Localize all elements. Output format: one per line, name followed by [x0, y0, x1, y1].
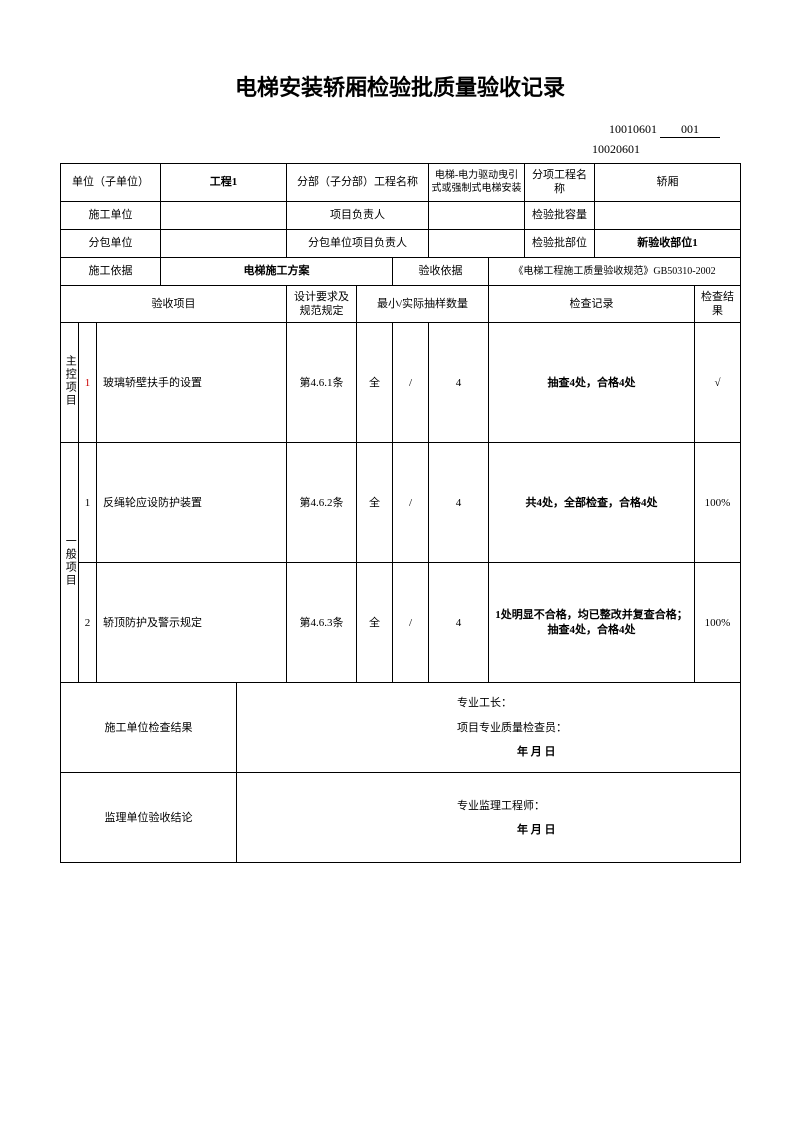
- row3-record: 1处明显不合格，均已整改并复查合格；抽查4处，合格4处: [489, 563, 695, 683]
- unit-label: 单位（子单位）: [61, 164, 161, 202]
- group-master: 主控项目: [61, 323, 79, 443]
- doc-no-prefix: 10010601: [609, 122, 657, 136]
- row2-spec: 第4.6.2条: [287, 443, 357, 563]
- sub-manager-value: [429, 229, 525, 257]
- col-sample: 最小/实际抽样数量: [357, 285, 489, 323]
- inspection-table: 单位（子单位） 工程1 分部（子分部）工程名称 电梯-电力驱动曳引式或强制式电梯…: [60, 163, 741, 863]
- construction-check-label: 施工单位检查结果: [61, 683, 237, 773]
- row1-sample-min: 全: [357, 323, 393, 443]
- row1-result: √: [695, 323, 741, 443]
- row1-spec: 第4.6.1条: [287, 323, 357, 443]
- row2-slash: /: [393, 443, 429, 563]
- doc-no2: 10020601: [592, 142, 640, 156]
- supervision-block: 专业监理工程师： 年 月 日: [237, 773, 741, 863]
- supervision-label: 监理单位验收结论: [61, 773, 237, 863]
- row2-sample-actual: 4: [429, 443, 489, 563]
- construction-basis-label: 施工依据: [61, 257, 161, 285]
- row3-sample-actual: 4: [429, 563, 489, 683]
- sub-manager-label: 分包单位项目负责人: [287, 229, 429, 257]
- row1-sample-actual: 4: [429, 323, 489, 443]
- row3-idx: 2: [79, 563, 97, 683]
- row2-name: 反绳轮应设防护装置: [97, 443, 287, 563]
- row3-result: 100%: [695, 563, 741, 683]
- col-design: 设计要求及规范规定: [287, 285, 357, 323]
- col-result: 检查结果: [695, 285, 741, 323]
- row1-idx: 1: [79, 323, 97, 443]
- col-item: 验收项目: [61, 285, 287, 323]
- construction-unit-value: [161, 201, 287, 229]
- supervisor-label: 专业监理工程师：: [457, 794, 720, 818]
- construction-basis-value: 电梯施工方案: [161, 257, 393, 285]
- row1-slash: /: [393, 323, 429, 443]
- page-title: 电梯安装轿厢检验批质量验收记录: [60, 70, 740, 102]
- subitem-label: 分项工程名称: [525, 164, 595, 202]
- row3-name: 轿顶防护及警示规定: [97, 563, 287, 683]
- supervision-date: 年 月 日: [457, 818, 720, 842]
- doc-no-value: 001: [660, 122, 720, 138]
- acceptance-basis-value: 《电梯工程施工质量验收规范》GB50310-2002: [489, 257, 741, 285]
- row3-sample-min: 全: [357, 563, 393, 683]
- row3-spec: 第4.6.3条: [287, 563, 357, 683]
- row2-record: 共4处，全部检查，合格4处: [489, 443, 695, 563]
- batch-capacity-label: 检验批容量: [525, 201, 595, 229]
- doc-number-line-1: 10010601 001: [60, 122, 740, 138]
- doc-number-line-2: 10020601: [60, 142, 740, 157]
- row2-sample-min: 全: [357, 443, 393, 563]
- inspector-label: 项目专业质量检查员：: [457, 716, 720, 740]
- group-general: 一般项目: [61, 443, 79, 683]
- construction-date: 年 月 日: [457, 740, 720, 764]
- construction-unit-label: 施工单位: [61, 201, 161, 229]
- sub-unit-label: 分包单位: [61, 229, 161, 257]
- batch-capacity-value: [595, 201, 741, 229]
- foreman-label: 专业工长：: [457, 691, 720, 715]
- row1-record: 抽查4处，合格4处: [489, 323, 695, 443]
- subdiv-label: 分部（子分部）工程名称: [287, 164, 429, 202]
- row2-idx: 1: [79, 443, 97, 563]
- row2-result: 100%: [695, 443, 741, 563]
- project-manager-label: 项目负责人: [287, 201, 429, 229]
- sub-unit-value: [161, 229, 287, 257]
- unit-value: 工程1: [161, 164, 287, 202]
- batch-part-value: 新验收部位1: [595, 229, 741, 257]
- row3-slash: /: [393, 563, 429, 683]
- row1-name: 玻璃轿壁扶手的设置: [97, 323, 287, 443]
- construction-check-block: 专业工长： 项目专业质量检查员： 年 月 日: [237, 683, 741, 773]
- acceptance-basis-label: 验收依据: [393, 257, 489, 285]
- subdiv-value: 电梯-电力驱动曳引式或强制式电梯安装: [429, 164, 525, 202]
- batch-part-label: 检验批部位: [525, 229, 595, 257]
- col-record: 检查记录: [489, 285, 695, 323]
- subitem-value: 轿厢: [595, 164, 741, 202]
- project-manager-value: [429, 201, 525, 229]
